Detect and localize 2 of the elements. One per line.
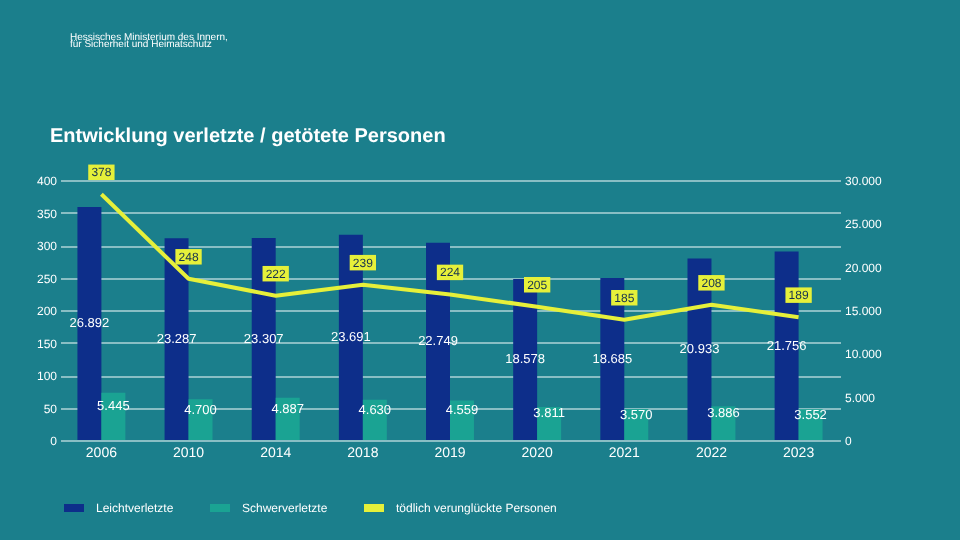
- bar: [101, 392, 126, 440]
- chart-title: Entwicklung verletzte / getötete Personen: [50, 126, 446, 148]
